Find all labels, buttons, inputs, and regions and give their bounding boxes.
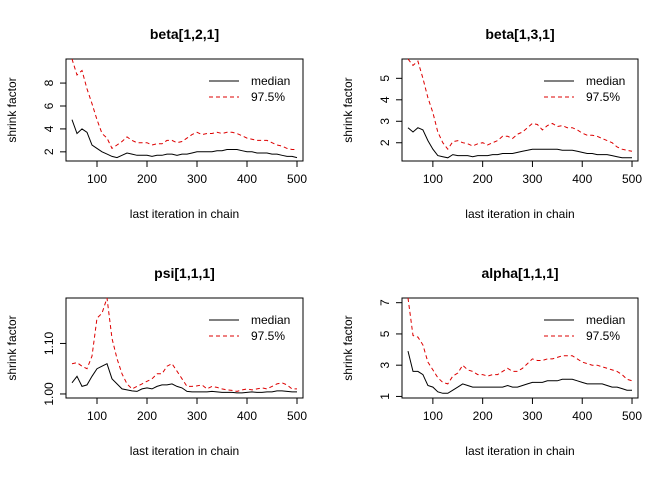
- x-tick-label: 200: [473, 172, 493, 186]
- y-axis: 2 3 4 5: [378, 75, 402, 146]
- legend: median 97.5%: [544, 74, 625, 104]
- x-tick-label: 400: [572, 172, 592, 186]
- x-axis: 100 200 300 400 500: [87, 398, 307, 423]
- x-tick-label: 500: [622, 172, 642, 186]
- y-axis-title: shrink factor: [341, 315, 355, 380]
- y-tick-label: 2: [378, 139, 392, 146]
- legend: median 97.5%: [209, 313, 290, 343]
- legend: median 97.5%: [209, 74, 290, 104]
- x-tick-label: 200: [137, 409, 157, 423]
- plot-frame: [65, 58, 304, 162]
- y-tick-label: 4: [42, 125, 56, 132]
- x-tick-label: 400: [572, 409, 592, 423]
- y-tick-label: 3: [378, 362, 392, 369]
- chart-title: beta[1,3,1]: [485, 26, 554, 42]
- series-line-upper-97-5: [407, 297, 633, 385]
- chart-panel-3: psi[1,1,1] 100 200 300 400 500 1.00 1.10 last it…: [5, 265, 307, 458]
- plot-frame: [401, 297, 639, 399]
- y-axis-title: shrink factor: [5, 315, 19, 380]
- legend-label: 97.5%: [586, 90, 620, 104]
- series-line-median: [407, 127, 632, 159]
- y-tick-label: 1.00: [42, 382, 56, 406]
- legend-label: median: [251, 74, 290, 88]
- y-tick-label: 3: [378, 118, 392, 125]
- x-tick-label: 500: [622, 409, 642, 423]
- y-tick-label: 1: [378, 393, 392, 400]
- x-tick-label: 200: [137, 172, 157, 186]
- x-axis: 100 200 300 400 500: [423, 398, 642, 423]
- plot-frame: [65, 297, 304, 399]
- legend-label: median: [251, 313, 290, 327]
- y-axis: 1.00 1.10: [42, 331, 66, 406]
- legend-label: 97.5%: [251, 90, 285, 104]
- x-axis-title: last iteration in chain: [465, 207, 574, 221]
- chart-panel-4: alpha[1,1,1] 100 200 300 400 500 1 3 5 7 last iter…: [341, 265, 642, 458]
- x-tick-label: 300: [187, 409, 207, 423]
- legend-label: median: [586, 313, 625, 327]
- y-tick-label: 1.10: [42, 331, 56, 355]
- x-axis: 100 200 300 400 500: [423, 161, 642, 186]
- x-axis-title: last iteration in chain: [465, 444, 574, 458]
- x-tick-label: 400: [237, 172, 257, 186]
- legend-label: 97.5%: [251, 329, 285, 343]
- x-tick-label: 500: [287, 172, 307, 186]
- chart-panel-2: beta[1,3,1] 100 200 300 400 500 2 3 4 5 last itera…: [341, 26, 642, 221]
- x-tick-label: 200: [473, 409, 493, 423]
- y-axis: 2 4 6 8: [42, 79, 66, 155]
- series-line-median: [407, 350, 632, 394]
- x-axis-title: last iteration in chain: [130, 444, 239, 458]
- x-tick-label: 300: [522, 409, 542, 423]
- x-tick-label: 300: [522, 172, 542, 186]
- legend: median 97.5%: [544, 313, 625, 343]
- y-axis: 1 3 5 7: [378, 299, 402, 400]
- legend-label: median: [586, 74, 625, 88]
- plot-frame: [401, 58, 639, 162]
- series-line-median: [71, 362, 297, 394]
- x-tick-label: 100: [423, 409, 443, 423]
- y-axis-title: shrink factor: [5, 77, 19, 142]
- x-axis-title: last iteration in chain: [130, 207, 239, 221]
- y-tick-label: 7: [378, 299, 392, 306]
- y-tick-label: 6: [42, 102, 56, 109]
- chart-title: beta[1,2,1]: [150, 26, 219, 42]
- series-line-upper-97-5: [407, 58, 633, 152]
- y-tick-label: 5: [378, 330, 392, 337]
- x-tick-label: 300: [187, 172, 207, 186]
- series-line-median: [71, 119, 298, 159]
- chart-panel-1: beta[1,2,1] 100 200 300 400 500 2 4 6 8 last itera…: [5, 26, 307, 221]
- series-line-upper-97-5: [71, 58, 297, 150]
- x-tick-label: 100: [87, 172, 107, 186]
- x-tick-label: 400: [237, 409, 257, 423]
- y-tick-label: 5: [378, 75, 392, 82]
- x-tick-label: 100: [423, 172, 443, 186]
- legend-label: 97.5%: [586, 329, 620, 343]
- series-line-upper-97-5: [71, 297, 297, 392]
- x-axis: 100 200 300 400 500: [87, 161, 307, 186]
- chart-title: alpha[1,1,1]: [481, 265, 558, 281]
- y-axis-title: shrink factor: [341, 77, 355, 142]
- chart-title: psi[1,1,1]: [154, 265, 215, 281]
- y-tick-label: 2: [42, 148, 56, 155]
- x-tick-label: 100: [87, 409, 107, 423]
- y-tick-label: 4: [378, 96, 392, 103]
- x-tick-label: 500: [287, 409, 307, 423]
- y-tick-label: 8: [42, 79, 56, 86]
